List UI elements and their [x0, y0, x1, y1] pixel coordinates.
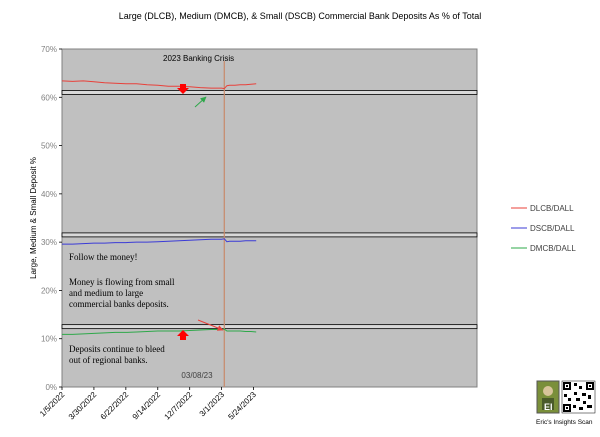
legend-label: DMCB/DALL — [530, 244, 576, 253]
y-tick-label: 40% — [41, 190, 57, 199]
regional-text-line-2: out of regional banks. — [69, 355, 147, 365]
crisis-label: 2023 Banking Crisis — [163, 54, 234, 63]
x-tick-label: 1/5/2022 — [38, 390, 67, 419]
flow-text-line-3: commercial banks deposits. — [69, 299, 169, 309]
red-up-arrow-icon — [177, 330, 189, 340]
y-tick-label: 30% — [41, 238, 57, 247]
x-axis: 1/5/2022 3/30/2022 6/22/2022 9/14/2022 12/7/… — [38, 387, 258, 422]
red-down-arrow-icon — [177, 84, 189, 94]
event-date-label: 03/08/23 — [181, 371, 213, 380]
y-axis-label: Large, Medium & Small Deposit % — [29, 157, 38, 279]
legend: DLCB/DALL DSCB/DALL DMCB/DALL — [511, 204, 576, 253]
green-arrow-icon — [194, 96, 207, 108]
logo-initials: EI — [544, 402, 553, 412]
y-tick-label: 0% — [45, 383, 57, 392]
legend-label: DSCB/DALL — [530, 224, 575, 233]
legend-label: DLCB/DALL — [530, 204, 574, 213]
y-tick-label: 10% — [41, 335, 57, 344]
reference-band-1 — [61, 232, 478, 238]
regional-text-line-1: Deposits continue to bleed — [69, 344, 165, 354]
x-tick-label: 6/22/2022 — [99, 390, 131, 422]
x-tick-label: 9/14/2022 — [131, 390, 163, 422]
plot-area — [61, 48, 478, 388]
y-tick-label: 50% — [41, 142, 57, 151]
reference-band-0 — [61, 90, 478, 95]
red-arrow-icon — [197, 319, 224, 331]
logo-caption: Eric's Insights Scan — [536, 419, 593, 426]
y-tick-label: 70% — [41, 45, 57, 54]
reference-band-2 — [61, 324, 478, 330]
flow-text-line-1: Money is flowing from small — [69, 277, 175, 287]
reference-bands — [61, 90, 478, 330]
follow-money-label: Follow the money! — [69, 252, 138, 262]
x-tick-label: 12/7/2022 — [163, 390, 195, 422]
series-line-dmcb-dall — [62, 328, 257, 335]
chart-title: Large (DLCB), Medium (DMCB), & Small (DS… — [119, 11, 481, 21]
x-tick-label: 3/30/2022 — [67, 390, 99, 422]
series-lines — [61, 80, 257, 335]
x-tick-label: 3/1/2023 — [198, 390, 227, 419]
flow-text-line-2: and medium to large — [69, 288, 143, 298]
y-tick-label: 60% — [41, 93, 57, 102]
y-axis: 0% 10% 20% 30% 40% 50% 60% 70% — [41, 45, 62, 392]
series-line-dlcb-dall — [61, 80, 257, 90]
logo: EI Eric's Insights Scan — [536, 380, 598, 432]
x-tick-label: 5/24/2023 — [226, 390, 258, 422]
series-line-dscb-dall — [62, 238, 257, 245]
y-tick-label: 20% — [41, 286, 57, 295]
